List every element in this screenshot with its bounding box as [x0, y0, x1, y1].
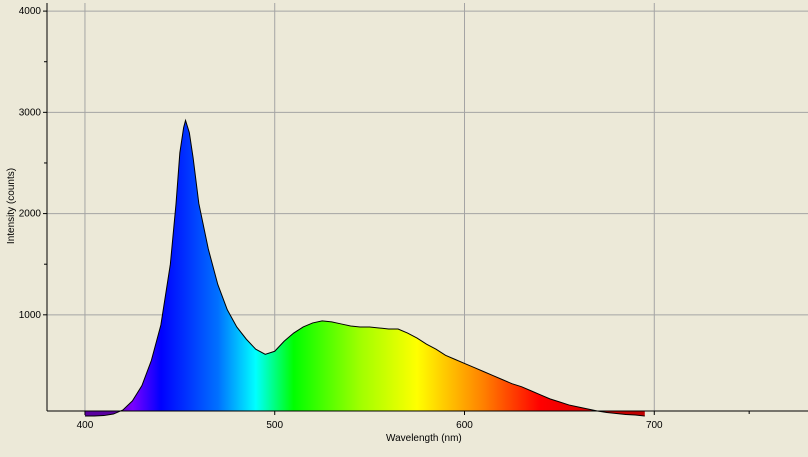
- y-tick-label: 3000: [19, 107, 42, 118]
- y-tick-label: 4000: [19, 6, 42, 17]
- y-tick-label: 1000: [19, 310, 42, 321]
- spectrum-line: [84, 118, 645, 417]
- spectrum-area: [84, 120, 645, 417]
- x-axis-label: Wavelength (nm): [386, 433, 462, 444]
- x-tick-label: 600: [456, 420, 473, 431]
- x-tick-label: 400: [77, 420, 94, 431]
- y-tick-label: 2000: [19, 209, 42, 220]
- spectrum: [84, 118, 645, 417]
- x-tick-label: 500: [266, 420, 283, 431]
- x-tick-label: 700: [646, 420, 663, 431]
- y-axis-label: Intensity (counts): [6, 168, 17, 244]
